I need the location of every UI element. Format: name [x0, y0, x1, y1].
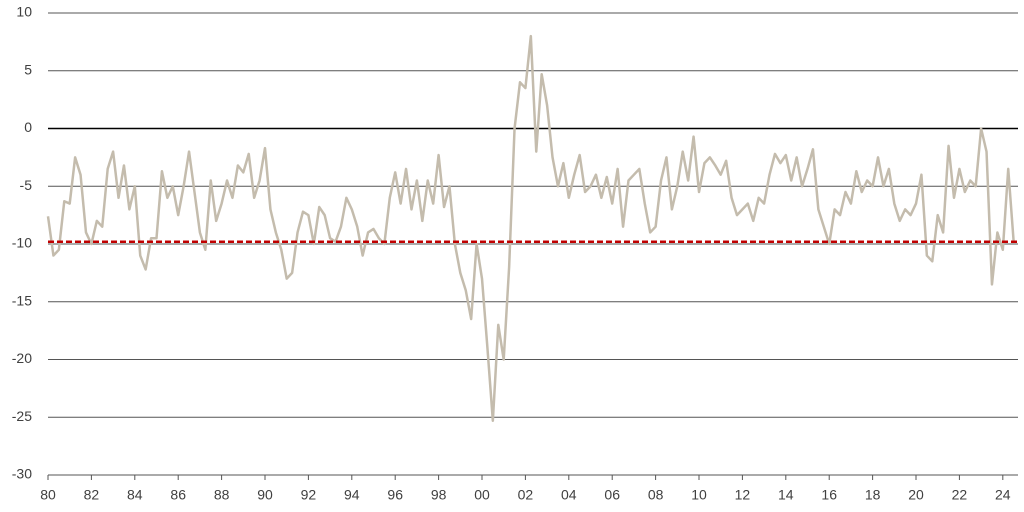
x-tick-label: 14: [778, 487, 794, 503]
x-tick-label: 04: [561, 487, 577, 503]
x-tick-label: 84: [127, 487, 143, 503]
x-tick-label: 08: [648, 487, 664, 503]
x-tick-label: 20: [908, 487, 924, 503]
x-tick-label: 90: [257, 487, 273, 503]
y-tick-label: 0: [24, 119, 32, 135]
x-tick-label: 96: [387, 487, 403, 503]
x-tick-label: 16: [821, 487, 837, 503]
y-tick-label: -20: [12, 350, 32, 366]
x-tick-label: 06: [604, 487, 620, 503]
x-tick-label: 98: [431, 487, 447, 503]
x-tick-label: 00: [474, 487, 490, 503]
y-tick-label: -15: [12, 292, 32, 308]
x-tick-label: 10: [691, 487, 707, 503]
series-line: [46, 34, 1015, 422]
y-tick-label: 5: [24, 61, 32, 77]
y-tick-label: -5: [20, 177, 33, 193]
x-tick-label: 94: [344, 487, 360, 503]
x-tick-label: 82: [84, 487, 100, 503]
x-tick-label: 80: [40, 487, 56, 503]
x-tick-label: 86: [170, 487, 186, 503]
x-tick-label: 18: [865, 487, 881, 503]
y-tick-label: -30: [12, 466, 32, 482]
x-tick-label: 12: [735, 487, 751, 503]
x-tick-label: 22: [952, 487, 968, 503]
x-tick-label: 02: [518, 487, 534, 503]
x-tick-label: 92: [301, 487, 317, 503]
y-tick-label: -25: [12, 408, 32, 424]
y-tick-label: 10: [16, 4, 32, 20]
x-tick-label: 24: [995, 487, 1011, 503]
x-tick-label: 88: [214, 487, 230, 503]
y-tick-label: -10: [12, 235, 32, 251]
